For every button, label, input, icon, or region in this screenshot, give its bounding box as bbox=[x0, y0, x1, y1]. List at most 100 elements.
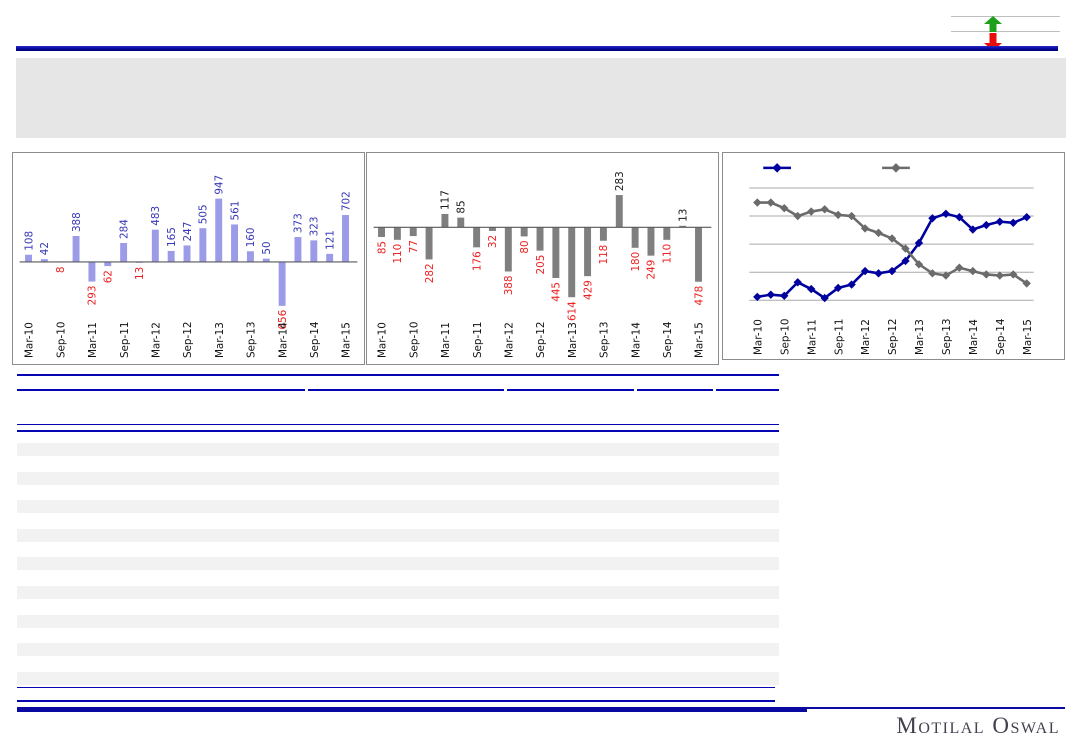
table-footer-rule bbox=[17, 700, 775, 702]
svg-text:205: 205 bbox=[535, 255, 547, 275]
header-placeholder-box bbox=[16, 58, 1066, 138]
table-header-rule-top bbox=[17, 374, 779, 376]
svg-text:110: 110 bbox=[662, 244, 674, 264]
table-row bbox=[17, 615, 779, 628]
svg-text:Mar-11: Mar-11 bbox=[806, 319, 818, 355]
svg-text:282: 282 bbox=[424, 263, 436, 283]
svg-text:Mar-10: Mar-10 bbox=[752, 319, 764, 355]
svg-text:483: 483 bbox=[150, 206, 162, 226]
svg-text:373: 373 bbox=[293, 213, 305, 233]
svg-text:13: 13 bbox=[134, 267, 146, 280]
chart-buy-sell-bar-left: 108 42 8 388 293 62 284 13 483 165 247 505 947 561 160… bbox=[12, 152, 365, 365]
svg-text:Sep-11: Sep-11 bbox=[472, 321, 484, 358]
svg-text:702: 702 bbox=[340, 191, 352, 211]
table-footer-rule-thin bbox=[17, 687, 775, 688]
svg-text:Mar-12: Mar-12 bbox=[860, 319, 872, 355]
svg-text:108: 108 bbox=[23, 231, 35, 251]
svg-text:160: 160 bbox=[245, 227, 257, 247]
svg-text:Sep-11: Sep-11 bbox=[119, 321, 131, 358]
line-chart-canvas: Mar-10 Sep-10 Mar-11 Sep-11 Mar-12 Sep-12 Mar-… bbox=[749, 163, 1034, 356]
svg-text:561: 561 bbox=[229, 201, 241, 221]
svg-text:656: 656 bbox=[277, 310, 289, 330]
svg-text:Mar-10: Mar-10 bbox=[377, 322, 389, 358]
svg-text:947: 947 bbox=[213, 175, 225, 195]
table-header-rule-col5 bbox=[716, 389, 779, 391]
page-bottom-rule-thick bbox=[17, 707, 807, 712]
svg-text:Mar-13: Mar-13 bbox=[567, 322, 579, 358]
svg-text:Sep-14: Sep-14 bbox=[995, 318, 1007, 355]
page-bottom-rule-thin bbox=[807, 707, 1065, 709]
svg-text:Sep-12: Sep-12 bbox=[535, 321, 547, 358]
svg-text:Mar-15: Mar-15 bbox=[341, 322, 353, 358]
table-header-rule-col2 bbox=[308, 389, 504, 391]
svg-text:388: 388 bbox=[71, 212, 83, 232]
svg-text:50: 50 bbox=[261, 241, 273, 254]
svg-text:323: 323 bbox=[309, 217, 321, 237]
svg-text:249: 249 bbox=[646, 260, 658, 280]
svg-text:Mar-14: Mar-14 bbox=[277, 322, 289, 358]
svg-text:77: 77 bbox=[408, 240, 420, 253]
svg-text:505: 505 bbox=[198, 204, 210, 224]
svg-text:Mar-12: Mar-12 bbox=[150, 322, 162, 358]
table-header-rule-col3 bbox=[507, 389, 634, 391]
svg-text:13: 13 bbox=[677, 209, 689, 222]
svg-text:118: 118 bbox=[598, 245, 610, 265]
svg-text:Mar-11: Mar-11 bbox=[440, 322, 452, 358]
svg-text:Sep-10: Sep-10 bbox=[779, 319, 791, 356]
svg-text:8: 8 bbox=[55, 266, 67, 273]
table-row bbox=[17, 529, 779, 542]
svg-text:Mar-15: Mar-15 bbox=[1022, 319, 1034, 355]
table-header-rule-bottom-thin bbox=[17, 424, 779, 425]
table-row bbox=[17, 443, 779, 456]
svg-text:Mar-13: Mar-13 bbox=[214, 322, 226, 358]
svg-text:Sep-12: Sep-12 bbox=[887, 319, 899, 356]
table-header-rule-bottom bbox=[17, 430, 779, 432]
svg-text:62: 62 bbox=[103, 270, 115, 283]
svg-text:388: 388 bbox=[503, 275, 515, 295]
table-row bbox=[17, 643, 779, 656]
table-row bbox=[17, 557, 779, 570]
svg-text:445: 445 bbox=[551, 282, 563, 302]
svg-text:Mar-11: Mar-11 bbox=[87, 322, 99, 358]
svg-text:293: 293 bbox=[87, 286, 99, 306]
svg-text:283: 283 bbox=[614, 171, 626, 191]
svg-text:Mar-10: Mar-10 bbox=[24, 322, 36, 358]
updown-top-line bbox=[951, 16, 1060, 17]
svg-text:Sep-14: Sep-14 bbox=[309, 321, 321, 358]
table-row bbox=[17, 672, 779, 685]
svg-text:117: 117 bbox=[440, 190, 452, 210]
table-row bbox=[17, 586, 779, 599]
svg-text:85: 85 bbox=[456, 200, 468, 213]
top-header-rule bbox=[16, 46, 1058, 51]
chart-buy-sell-bar-middle: 85 110 77 282 117 85 176 32 388 80 205 445 614 429 118… bbox=[366, 152, 719, 365]
svg-text:284: 284 bbox=[118, 219, 130, 239]
svg-text:Sep-10: Sep-10 bbox=[408, 321, 420, 358]
svg-text:Mar-15: Mar-15 bbox=[694, 322, 706, 358]
svg-text:Mar-14: Mar-14 bbox=[968, 319, 980, 355]
svg-text:85: 85 bbox=[376, 241, 388, 254]
svg-text:165: 165 bbox=[166, 227, 178, 247]
svg-text:180: 180 bbox=[630, 252, 642, 272]
table-row bbox=[17, 472, 779, 485]
svg-text:Sep-13: Sep-13 bbox=[599, 321, 611, 358]
svg-text:42: 42 bbox=[39, 242, 51, 255]
table-header-rule-col4 bbox=[637, 389, 713, 391]
svg-text:80: 80 bbox=[519, 240, 531, 253]
svg-text:Mar-12: Mar-12 bbox=[503, 322, 515, 358]
svg-text:Sep-13: Sep-13 bbox=[941, 319, 953, 356]
up-arrow-icon bbox=[984, 16, 1002, 32]
updown-bottom-line bbox=[951, 31, 1060, 32]
svg-text:Sep-12: Sep-12 bbox=[182, 321, 194, 358]
svg-text:110: 110 bbox=[392, 244, 404, 264]
svg-text:Sep-10: Sep-10 bbox=[55, 321, 67, 358]
svg-text:247: 247 bbox=[182, 222, 194, 242]
svg-text:429: 429 bbox=[582, 280, 594, 300]
svg-text:Mar-13: Mar-13 bbox=[914, 319, 926, 355]
svg-text:121: 121 bbox=[324, 230, 336, 250]
svg-text:176: 176 bbox=[471, 251, 483, 271]
table-row bbox=[17, 500, 779, 513]
svg-text:Sep-13: Sep-13 bbox=[246, 321, 258, 358]
svg-text:32: 32 bbox=[487, 235, 499, 248]
